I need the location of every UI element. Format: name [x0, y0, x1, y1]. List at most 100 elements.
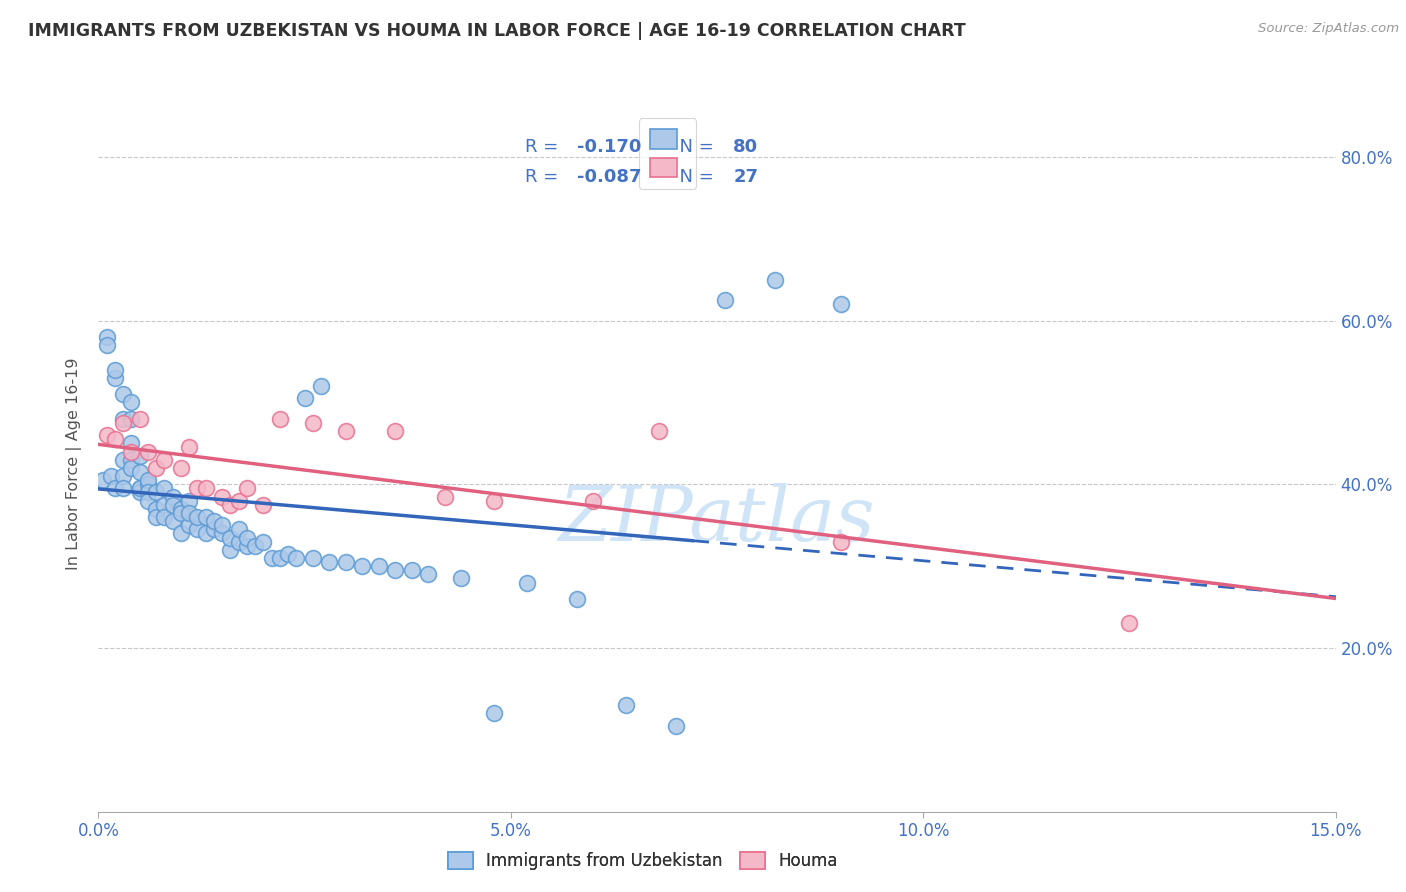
Point: [484, 493, 506, 508]
Point: [128, 482, 150, 496]
Point: [96, 428, 118, 442]
Point: [285, 551, 308, 566]
Point: [302, 551, 325, 566]
Point: [136, 477, 159, 491]
Point: [104, 362, 127, 376]
Point: [714, 293, 737, 307]
Point: [136, 444, 159, 458]
Point: [170, 461, 193, 475]
Point: [219, 542, 242, 557]
Point: [145, 510, 167, 524]
Point: [614, 698, 637, 713]
Point: [128, 412, 150, 426]
Point: [120, 461, 142, 475]
Point: [302, 416, 325, 430]
Point: [179, 506, 201, 520]
Point: [309, 379, 332, 393]
Point: [186, 522, 208, 536]
Point: [186, 482, 208, 496]
Point: [96, 330, 118, 344]
Point: [830, 297, 852, 311]
Point: [120, 452, 142, 467]
Point: [763, 273, 786, 287]
Point: [269, 551, 291, 566]
Point: [179, 518, 201, 533]
Point: [162, 498, 184, 512]
Point: [136, 493, 159, 508]
Point: [211, 490, 233, 504]
Point: [153, 510, 176, 524]
Legend: Immigrants from Uzbekistan, Houma: Immigrants from Uzbekistan, Houma: [441, 845, 844, 877]
Point: [145, 485, 167, 500]
Point: [170, 501, 193, 516]
Point: [384, 563, 406, 577]
Point: [384, 424, 406, 438]
Text: R =: R =: [526, 138, 564, 156]
Point: [128, 482, 150, 496]
Point: [582, 493, 605, 508]
Y-axis label: In Labor Force | Age 16-19: In Labor Force | Age 16-19: [66, 358, 83, 570]
Text: 80: 80: [733, 138, 758, 156]
Point: [830, 534, 852, 549]
Text: 27: 27: [733, 169, 758, 186]
Text: -0.170: -0.170: [578, 138, 641, 156]
Point: [120, 436, 142, 450]
Point: [648, 424, 671, 438]
Point: [128, 485, 150, 500]
Point: [565, 591, 588, 606]
Text: IMMIGRANTS FROM UZBEKISTAN VS HOUMA IN LABOR FORCE | AGE 16-19 CORRELATION CHART: IMMIGRANTS FROM UZBEKISTAN VS HOUMA IN L…: [28, 22, 966, 40]
Point: [236, 531, 259, 545]
Point: [228, 493, 250, 508]
Point: [219, 531, 242, 545]
Point: [100, 469, 122, 483]
Point: [153, 452, 176, 467]
Point: [104, 371, 127, 385]
Text: N =: N =: [668, 169, 718, 186]
Point: [202, 522, 225, 536]
Point: [484, 706, 506, 721]
Point: [194, 482, 217, 496]
Point: [228, 534, 250, 549]
Point: [450, 571, 472, 585]
Point: [112, 412, 135, 426]
Point: [104, 432, 127, 446]
Point: [153, 482, 176, 496]
Point: [260, 551, 283, 566]
Point: [112, 416, 135, 430]
Point: [219, 498, 242, 512]
Point: [128, 465, 150, 479]
Point: [112, 482, 135, 496]
Point: [162, 514, 184, 528]
Point: [269, 412, 291, 426]
Point: [120, 444, 142, 458]
Point: [252, 498, 274, 512]
Point: [136, 473, 159, 487]
Point: [243, 539, 266, 553]
Point: [186, 510, 208, 524]
Point: [179, 493, 201, 508]
Point: [145, 501, 167, 516]
Point: [170, 506, 193, 520]
Point: [194, 526, 217, 541]
Point: [367, 559, 389, 574]
Point: [104, 482, 127, 496]
Point: [136, 485, 159, 500]
Point: [96, 338, 118, 352]
Point: [211, 526, 233, 541]
Point: [162, 490, 184, 504]
Point: [179, 441, 201, 455]
Point: [236, 482, 259, 496]
Text: Source: ZipAtlas.com: Source: ZipAtlas.com: [1258, 22, 1399, 36]
Point: [153, 498, 176, 512]
Point: [433, 490, 456, 504]
Point: [120, 412, 142, 426]
Point: [228, 522, 250, 536]
Point: [91, 473, 114, 487]
Point: [128, 449, 150, 463]
Point: [202, 514, 225, 528]
Point: [418, 567, 440, 582]
Point: [112, 387, 135, 401]
Point: [335, 555, 357, 569]
Text: ZIPatlas: ZIPatlas: [558, 483, 876, 557]
Point: [1118, 616, 1140, 631]
